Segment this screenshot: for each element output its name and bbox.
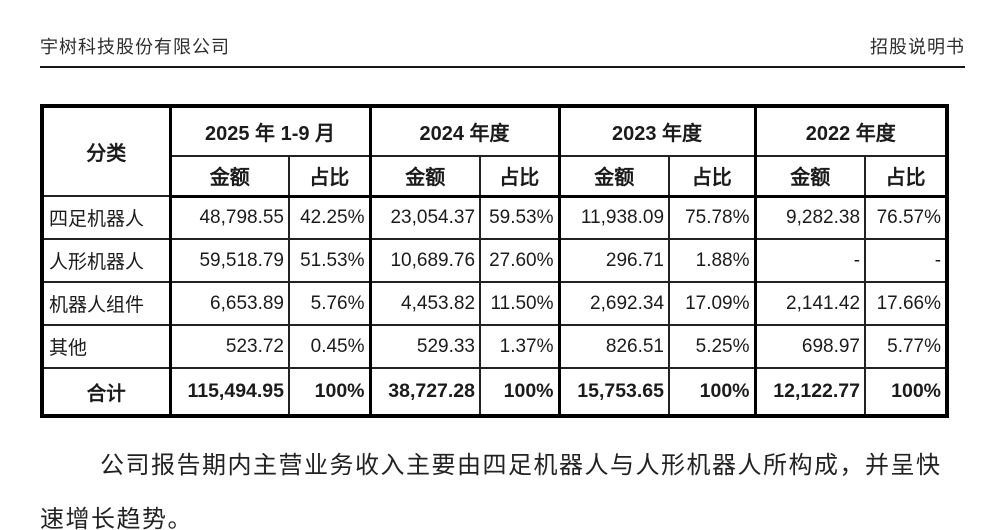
amount-cell: 115,494.95 (168, 367, 290, 417)
ratio-cell: 5.77% (864, 324, 949, 369)
ratio-cell: 76.57% (864, 195, 949, 240)
col-header-category: 分类 (41, 105, 171, 197)
total-label-cell: 合计 (41, 367, 171, 417)
ratio-cell: 75.78% (668, 195, 757, 240)
amount-cell: 4,453.82 (368, 281, 482, 326)
ratio-cell: 5.25% (668, 324, 757, 369)
amount-cell: 698.97 (753, 324, 867, 369)
amount-cell: 523.72 (168, 324, 290, 369)
col-header-amount-2024: 金额 (368, 155, 482, 198)
amount-cell: 11,938.09 (557, 195, 671, 240)
ratio-cell: 51.53% (287, 238, 372, 283)
col-header-ratio-2023: 占比 (668, 155, 757, 198)
period-header-row: 分类 2025 年 1-9 月 2024 年度 2023 年度 2022 年度 (41, 105, 949, 197)
ratio-cell: - (864, 238, 949, 283)
revenue-breakdown-table: 分类 2025 年 1-9 月 2024 年度 2023 年度 2022 年度 … (40, 104, 950, 418)
table-row-humanoid-robots: 人形机器人 59,518.79 51.53% 10,689.76 27.60% … (41, 238, 949, 283)
col-header-period-2022: 2022 年度 (753, 105, 949, 157)
amount-cell: 9,282.38 (753, 195, 867, 240)
ratio-cell: 1.88% (668, 238, 757, 283)
ratio-cell: 1.37% (479, 324, 561, 369)
ratio-cell: 42.25% (287, 195, 372, 240)
amount-cell: 48,798.55 (168, 195, 290, 240)
paragraph-line: 公司报告期内主营业务收入主要由四足机器人与人形机器人所构成，并呈快 (100, 453, 942, 479)
ratio-cell: 17.09% (668, 281, 757, 326)
table-row-quadruped-robots: 四足机器人 48,798.55 42.25% 23,054.37 59.53% … (41, 195, 949, 240)
amount-cell: 826.51 (557, 324, 671, 369)
amount-cell: 6,653.89 (168, 281, 290, 326)
col-header-ratio-2024: 占比 (479, 155, 561, 198)
amount-cell: 2,141.42 (753, 281, 867, 326)
col-header-amount-2023: 金额 (557, 155, 671, 198)
col-header-period-2024: 2024 年度 (368, 105, 561, 157)
category-cell: 其他 (41, 324, 171, 369)
amount-cell: 296.71 (557, 238, 671, 283)
body-paragraph: 公司报告期内主营业务收入主要由四足机器人与人形机器人所构成，并呈快 速增长趋势。 (40, 439, 965, 530)
amount-cell: 59,518.79 (168, 238, 290, 283)
amount-cell: 15,753.65 (557, 367, 671, 417)
col-header-ratio-2022: 占比 (864, 155, 949, 198)
amount-cell: 10,689.76 (368, 238, 482, 283)
category-cell: 四足机器人 (41, 195, 171, 240)
col-header-amount-2025: 金额 (168, 155, 290, 198)
col-header-period-2023: 2023 年度 (557, 105, 757, 157)
col-header-amount-2022: 金额 (753, 155, 867, 198)
ratio-cell: 59.53% (479, 195, 561, 240)
ratio-cell: 27.60% (479, 238, 561, 283)
document-type-label: 招股说明书 (870, 37, 965, 57)
table-row-robot-components: 机器人组件 6,653.89 5.76% 4,453.82 11.50% 2,6… (41, 281, 949, 326)
amount-cell: 2,692.34 (557, 281, 671, 326)
amount-cell: 23,054.37 (368, 195, 482, 240)
paragraph-line: 速增长趋势。 (40, 507, 193, 530)
category-cell: 人形机器人 (41, 238, 171, 283)
ratio-cell: 100% (287, 367, 372, 417)
ratio-cell: 11.50% (479, 281, 561, 326)
ratio-cell: 100% (479, 367, 561, 417)
category-cell: 机器人组件 (41, 281, 171, 326)
col-header-period-2025: 2025 年 1-9 月 (168, 105, 372, 157)
company-name: 宇树科技股份有限公司 (40, 37, 230, 57)
amount-cell: 12,122.77 (753, 367, 867, 417)
amount-cell: - (753, 238, 867, 283)
page-header: 宇树科技股份有限公司 招股说明书 (40, 0, 965, 68)
table-row-total: 合计 115,494.95 100% 38,727.28 100% 15,753… (41, 367, 949, 417)
table-row-others: 其他 523.72 0.45% 529.33 1.37% 826.51 5.25… (41, 324, 949, 369)
col-header-ratio-2025: 占比 (287, 155, 372, 198)
ratio-cell: 100% (864, 367, 949, 417)
amount-cell: 529.33 (368, 324, 482, 369)
ratio-cell: 100% (668, 367, 757, 417)
ratio-cell: 0.45% (287, 324, 372, 369)
ratio-cell: 17.66% (864, 281, 949, 326)
ratio-cell: 5.76% (287, 281, 372, 326)
amount-cell: 38,727.28 (368, 367, 482, 417)
sub-header-row: 金额 占比 金额 占比 金额 占比 金额 占比 (42, 155, 949, 198)
